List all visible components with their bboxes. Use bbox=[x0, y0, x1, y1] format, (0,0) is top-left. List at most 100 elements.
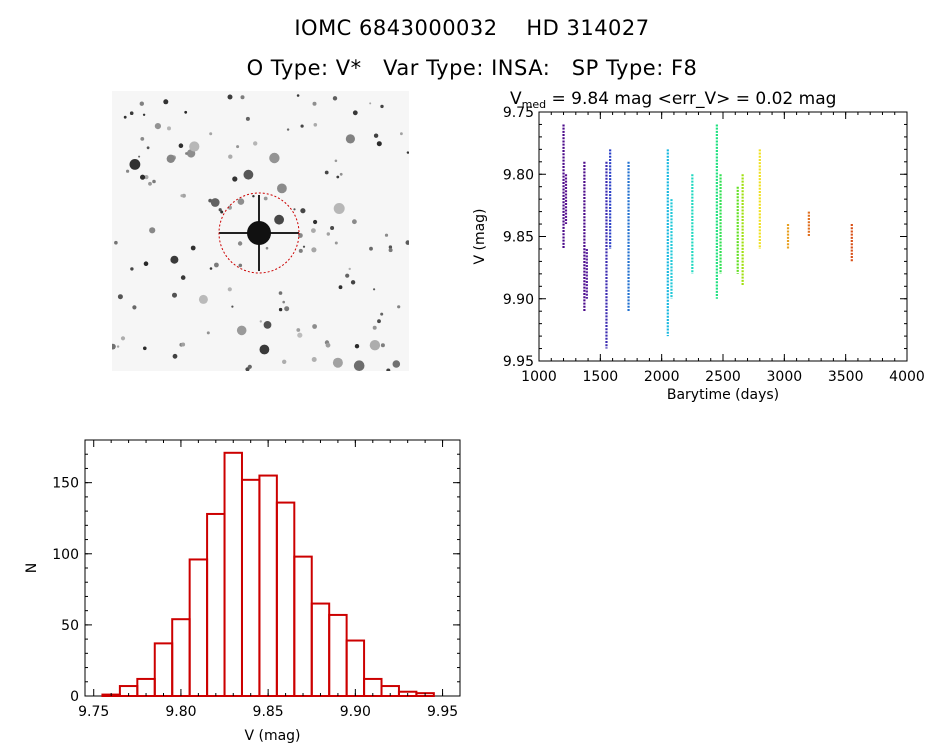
field-star bbox=[238, 263, 243, 268]
field-star bbox=[112, 343, 116, 350]
field-star bbox=[293, 208, 296, 211]
field-star bbox=[345, 134, 355, 144]
target-circle bbox=[218, 192, 300, 274]
field-star bbox=[220, 210, 224, 214]
field-star bbox=[297, 332, 303, 338]
field-star bbox=[154, 123, 161, 130]
x-tick-label: 1500 bbox=[583, 369, 619, 385]
x-tick-label: 2000 bbox=[644, 369, 680, 385]
field-star bbox=[198, 294, 208, 304]
field-star bbox=[227, 94, 233, 100]
x-tick-label: 9.95 bbox=[427, 704, 458, 720]
field-star bbox=[324, 170, 329, 175]
field-star bbox=[259, 344, 270, 355]
field-star bbox=[142, 113, 146, 116]
field-star bbox=[300, 208, 306, 214]
field-star bbox=[313, 123, 318, 127]
field-star bbox=[144, 175, 149, 180]
field-star bbox=[237, 241, 243, 246]
field-star bbox=[247, 364, 252, 369]
y-tick-label: 9.95 bbox=[503, 354, 534, 370]
field-star bbox=[274, 214, 284, 225]
y-tick-label: 9.85 bbox=[503, 230, 534, 246]
field-star bbox=[114, 240, 118, 245]
histogram-bar bbox=[171, 618, 191, 697]
field-star bbox=[326, 232, 330, 236]
field-star bbox=[227, 205, 232, 210]
field-star bbox=[373, 133, 379, 138]
field-star bbox=[231, 305, 234, 308]
field-star bbox=[334, 159, 338, 163]
histogram-bar bbox=[328, 613, 348, 697]
field-star bbox=[352, 219, 357, 225]
field-star bbox=[369, 340, 381, 351]
x-axis-label: V (mag) bbox=[244, 728, 300, 744]
histogram-bar bbox=[153, 642, 174, 697]
field-star bbox=[372, 325, 377, 330]
field-star bbox=[384, 233, 389, 237]
field-star bbox=[336, 175, 340, 179]
field-star bbox=[338, 285, 343, 290]
plot-frame bbox=[84, 439, 461, 697]
field-star bbox=[350, 280, 356, 285]
field-star bbox=[143, 261, 149, 266]
field-star bbox=[129, 111, 134, 115]
field-star bbox=[406, 151, 409, 154]
field-star bbox=[296, 328, 301, 332]
x-tick-label: 4000 bbox=[889, 369, 925, 385]
field-star bbox=[148, 181, 152, 186]
field-star bbox=[210, 198, 220, 207]
field-star bbox=[284, 306, 290, 312]
x-tick-label: 3500 bbox=[828, 369, 864, 385]
field-star bbox=[263, 196, 268, 201]
magnitude-histogram: 9.75 9.80 9.85 9.90 9.95 0 50 100 150 V (mag) N bbox=[24, 439, 461, 744]
field-star bbox=[218, 208, 222, 212]
field-star bbox=[278, 291, 283, 295]
field-star bbox=[339, 172, 343, 176]
field-star bbox=[333, 203, 345, 214]
field-star bbox=[152, 179, 156, 184]
field-star bbox=[311, 357, 317, 362]
field-star bbox=[386, 368, 391, 371]
x-tick-label: 9.80 bbox=[165, 704, 196, 720]
star-field-image bbox=[112, 91, 409, 371]
field-star bbox=[330, 226, 335, 230]
field-star bbox=[373, 288, 376, 291]
field-star bbox=[120, 336, 126, 341]
field-star bbox=[277, 183, 287, 194]
chart-title: Vmed = 9.84 mag <err_V> = 0.02 mag bbox=[510, 89, 836, 111]
field-star bbox=[240, 95, 245, 100]
field-star bbox=[178, 143, 184, 148]
field-star bbox=[298, 248, 303, 253]
field-star bbox=[163, 99, 169, 105]
field-star bbox=[300, 124, 304, 128]
field-star bbox=[269, 152, 280, 164]
x-tick-label: 9.85 bbox=[253, 704, 284, 720]
field-star bbox=[259, 320, 262, 323]
field-star bbox=[236, 145, 240, 149]
field-star bbox=[353, 360, 365, 371]
histogram-bar bbox=[293, 555, 313, 697]
field-star bbox=[116, 345, 120, 348]
x-tick-label: 9.75 bbox=[78, 704, 109, 720]
field-star bbox=[263, 321, 272, 329]
y-axis-label: N bbox=[24, 563, 40, 573]
y-tick-label: 50 bbox=[61, 618, 79, 634]
field-star bbox=[311, 228, 316, 234]
field-star bbox=[189, 141, 200, 152]
field-star bbox=[126, 169, 130, 173]
histogram-bar bbox=[258, 474, 278, 697]
field-star bbox=[123, 115, 127, 119]
field-star bbox=[209, 267, 213, 270]
y-tick-label: 9.80 bbox=[503, 167, 534, 183]
field-star bbox=[369, 102, 372, 105]
field-star bbox=[146, 146, 150, 150]
field-star bbox=[227, 287, 232, 292]
field-star bbox=[325, 342, 331, 348]
histogram-bar bbox=[188, 558, 209, 697]
field-star bbox=[345, 273, 350, 278]
star-type-subtitle: O Type: V* Var Type: INSA: SP Type: F8 bbox=[246, 56, 698, 80]
field-star bbox=[369, 246, 373, 251]
field-star bbox=[214, 262, 219, 268]
field-star bbox=[172, 353, 178, 359]
